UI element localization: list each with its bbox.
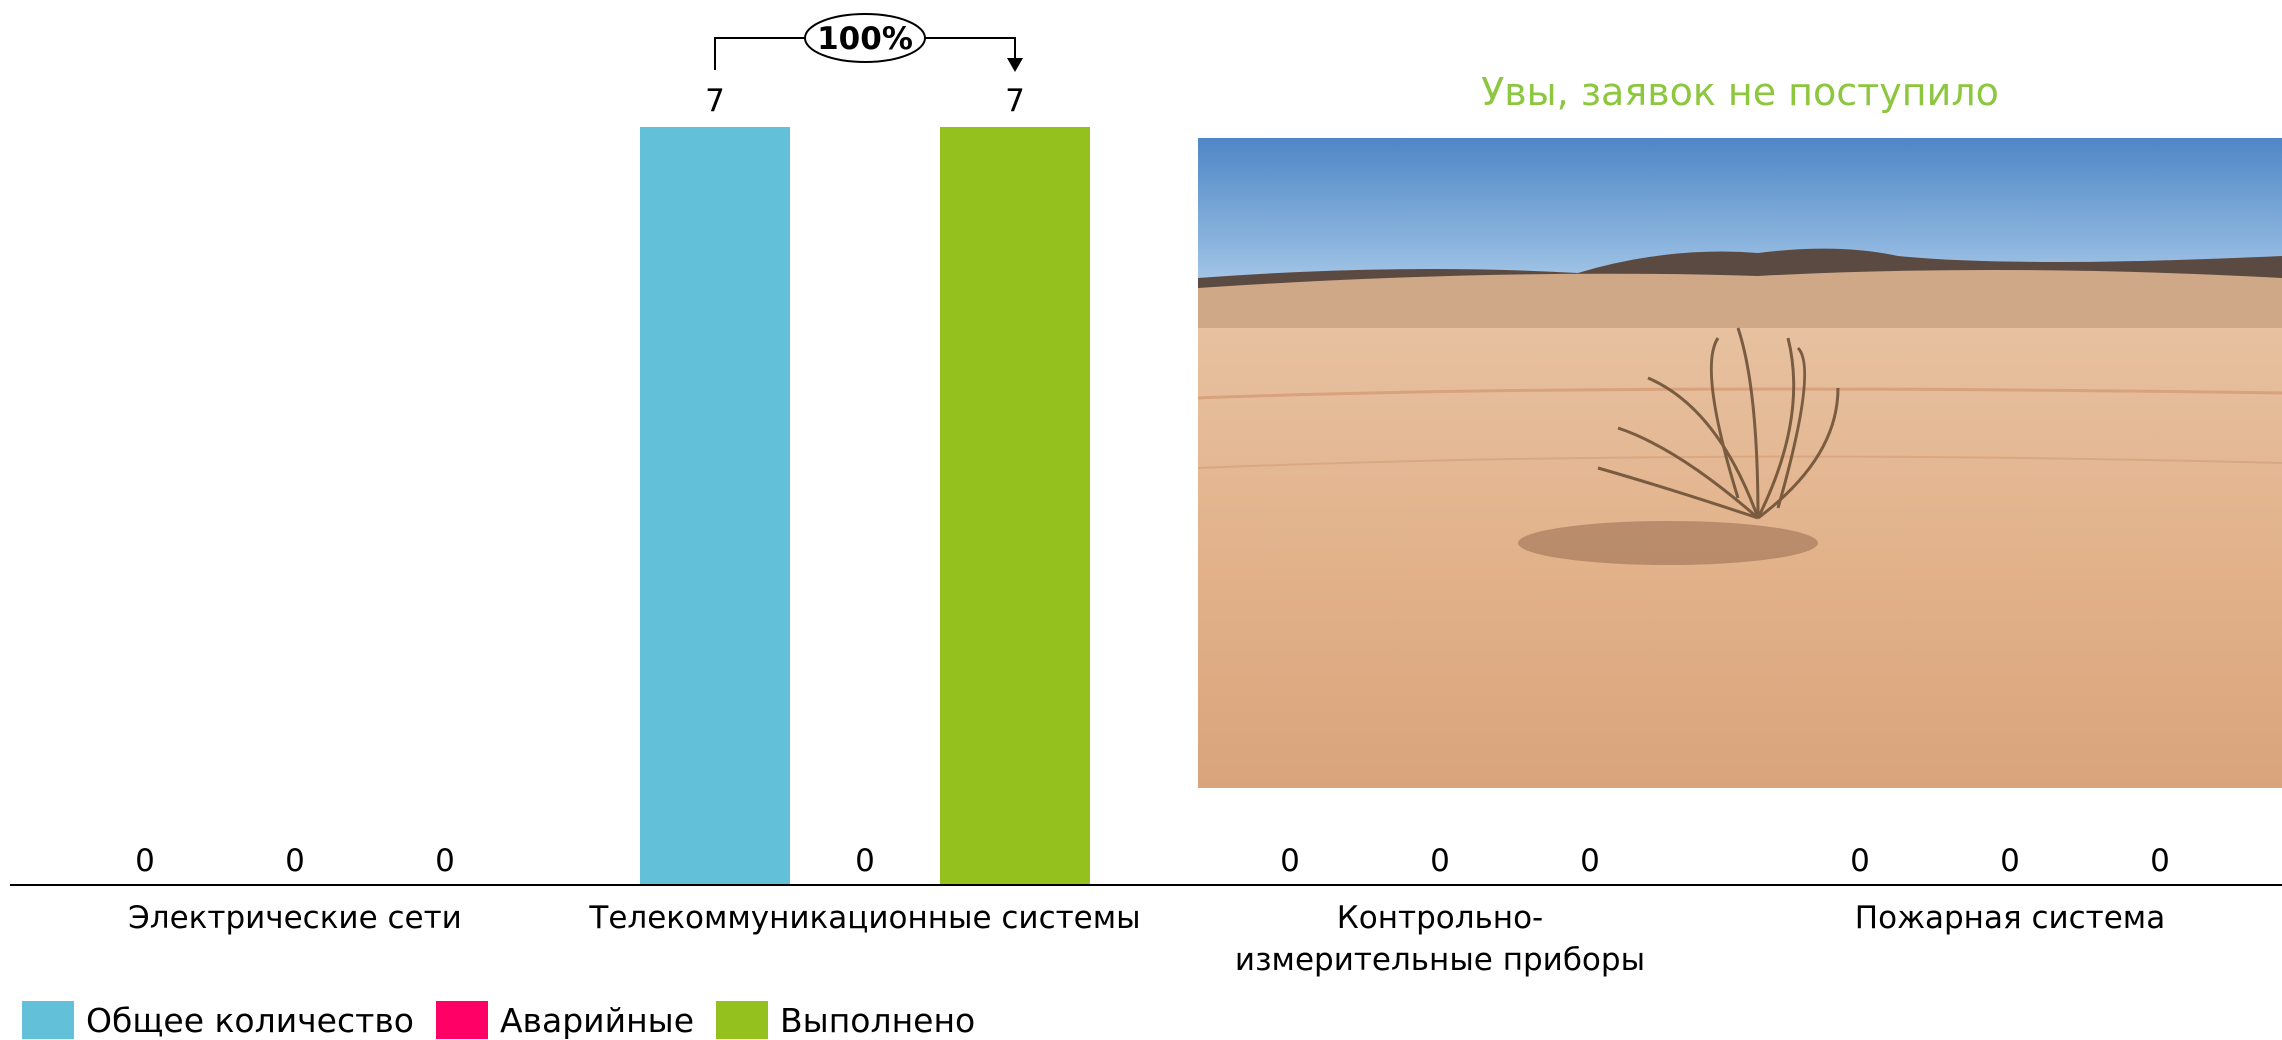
value-label: 7 [705,83,725,119]
value-label: 0 [1850,843,1870,879]
legend-swatch [22,1001,74,1039]
category-label: Электрические сети [128,900,462,936]
desert-tumbleweed-photo [1198,138,2282,788]
no-requests-message: Увы, заявок не поступило [1481,70,1999,114]
annotation-bracket [714,37,1016,70]
value-label: 0 [435,843,455,879]
value-label: 0 [1580,843,1600,879]
value-label: 0 [135,843,155,879]
value-label: 0 [855,843,875,879]
legend-item-1: Общее количество [22,1001,414,1040]
bar-2-series-1 [640,127,790,885]
category-label: Контрольно-измерительные приборы [1235,900,1645,978]
value-label: 0 [1430,843,1450,879]
annotation-arrow [1007,58,1023,72]
legend-item-2: Аварийные [435,1000,695,1040]
bar-2-series-3 [940,127,1090,885]
category-label: Пожарная система [1855,900,2165,936]
legend-swatch [435,1001,488,1039]
value-label: 0 [285,843,305,879]
value-label: 7 [1005,83,1025,119]
bar-chart: 0 0 0 7 0 7 0 0 0 0 0 0 Электрические сети Телекомму… [10,13,2282,978]
category-label: Телекоммуникационные системы [588,900,1140,936]
value-label: 0 [2000,843,2020,879]
legend-swatch [716,1001,769,1039]
value-label: 0 [1280,843,1300,879]
annotation-percent: 100% [817,21,913,57]
chart-legend: Общее количество Аварийные Выполнено [22,1000,987,1040]
legend-label: Выполнено [780,1000,976,1040]
legend-item-3: Выполнено [716,1001,975,1040]
legend-label: Общее количество [86,1000,414,1040]
annotation-ellipse [804,13,926,63]
legend-label: Аварийные [499,1000,695,1040]
value-label: 0 [2150,843,2170,879]
